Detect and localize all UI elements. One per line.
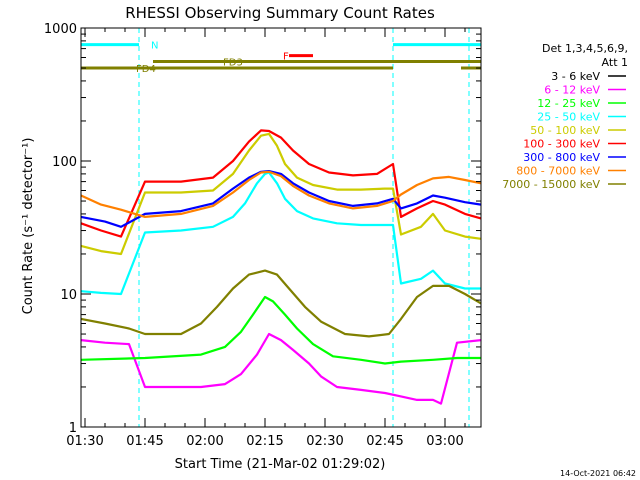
series-line-6 <box>80 170 482 228</box>
x-tick-label-6: 03:00 <box>426 434 463 449</box>
legend-label-1: 6 - 12 keV <box>544 84 600 97</box>
y-tick-label-2: 100 <box>52 155 77 170</box>
y-tick-label-3: 1000 <box>44 22 77 37</box>
y-axis-label: Count Rate (s⁻¹ detector⁻¹) <box>21 138 36 315</box>
plot-frame <box>80 27 482 428</box>
legend-label-3: 25 - 50 keV <box>537 111 600 124</box>
x-tick-label-5: 02:45 <box>366 434 403 449</box>
legend-label-7: 800 - 7000 keV <box>516 165 600 178</box>
x-tick-label-2: 02:00 <box>186 434 223 449</box>
flags-layer: N F FD3 FD4 <box>81 41 481 75</box>
series-line-1 <box>80 332 482 405</box>
legend-header-line-2: Att 1 <box>602 56 628 69</box>
flag-label-0: N <box>151 41 158 52</box>
flag-label-3: FD4 <box>136 64 156 75</box>
series-line-3 <box>80 171 481 296</box>
x-tick-label-3: 02:15 <box>246 434 283 449</box>
plot-layer <box>80 28 482 427</box>
series-line-2 <box>80 295 481 365</box>
legend-label-8: 7000 - 15000 keV <box>502 178 600 191</box>
x-tick-label-4: 02:30 <box>306 434 343 449</box>
series-line-7 <box>80 170 482 218</box>
footer-timestamp: 14-Oct-2021 06:42 <box>560 469 636 478</box>
flag-label-2: FD3 <box>223 57 243 68</box>
series-line-4 <box>80 132 482 256</box>
legend-header-line-1: Det 1,3,4,5,6,9, <box>542 42 628 55</box>
x-axis-label: Start Time (21-Mar-02 01:29:02) <box>175 457 386 472</box>
series-line-5 <box>80 129 482 238</box>
legend-label-2: 12 - 25 keV <box>537 97 600 110</box>
legend-label-0: 3 - 6 keV <box>551 70 600 83</box>
legend-label-6: 300 - 800 keV <box>523 151 600 164</box>
y-tick-label-0: 1 <box>69 421 77 436</box>
x-tick-label-0: 01:30 <box>66 434 103 449</box>
legend-label-4: 50 - 100 keV <box>530 124 600 137</box>
series-line-8 <box>80 269 482 338</box>
legend-label-5: 100 - 300 keV <box>523 138 600 151</box>
y-tick-label-1: 10 <box>60 288 77 303</box>
flag-label-1: F <box>283 52 289 63</box>
chart-title: RHESSI Observing Summary Count Rates <box>125 4 435 22</box>
x-tick-label-1: 01:45 <box>126 434 163 449</box>
axes-layer: 1 10 100 1000 01:30 01:45 02:00 02:15 02:30 02:45… <box>44 22 482 449</box>
